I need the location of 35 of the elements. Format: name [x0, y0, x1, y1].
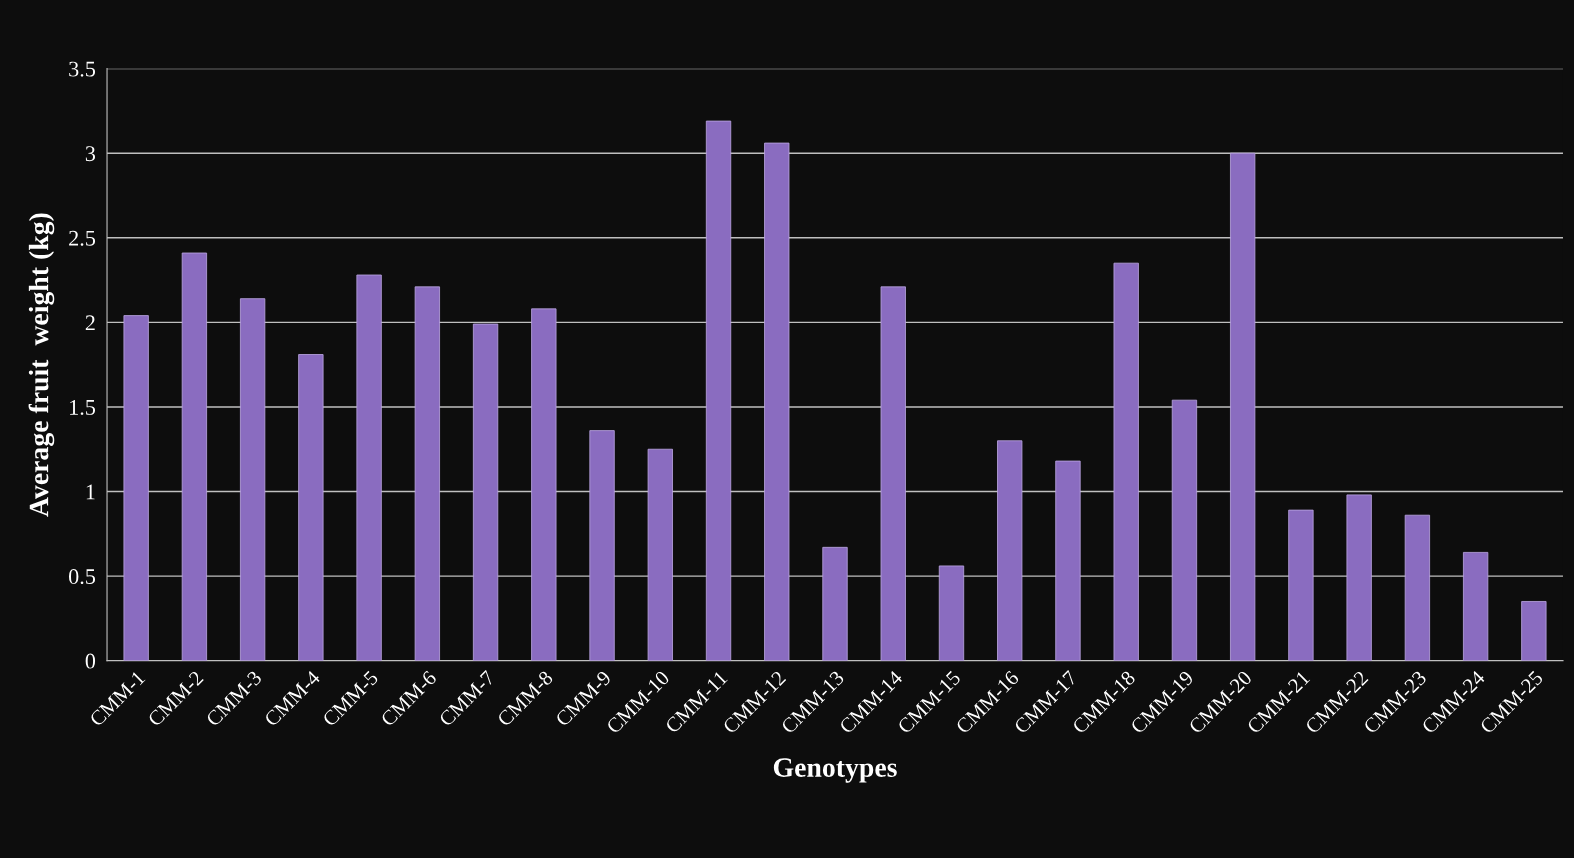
bar: [938, 565, 965, 661]
y-axis-title: Average fruit weight (kg): [28, 213, 55, 517]
bar: [356, 274, 382, 661]
bar: [1346, 494, 1372, 661]
bar: [1462, 551, 1489, 661]
bar: [239, 298, 266, 661]
bar: [123, 315, 149, 661]
bar: [1230, 152, 1256, 661]
y-tick-label: 0.5: [68, 569, 96, 585]
bar: [822, 546, 848, 661]
bar: [589, 430, 615, 661]
y-tick-label: 1: [86, 484, 95, 500]
bar: [1521, 601, 1547, 661]
bar: [298, 354, 324, 661]
bar: [647, 448, 673, 661]
x-axis-title: Genotypes: [773, 758, 897, 783]
bar: [880, 286, 906, 661]
bar: [1113, 262, 1139, 661]
y-tick-label: 2: [85, 315, 95, 331]
bar: [414, 286, 440, 661]
y-tick-label: 3.5: [69, 61, 96, 77]
y-tick-label: 1.5: [70, 399, 96, 415]
bar: [181, 252, 208, 661]
bar: [472, 323, 499, 661]
bar: [1288, 509, 1314, 661]
bar: [997, 440, 1023, 661]
bar: [764, 142, 790, 661]
bar: [1055, 460, 1081, 661]
bar: [1404, 514, 1431, 661]
y-tick-label: 0: [85, 653, 96, 669]
y-tick-label: 3: [85, 146, 96, 162]
y-tick-label: 2.5: [69, 230, 96, 246]
bar: [531, 308, 557, 661]
bar: [1171, 399, 1198, 661]
bar: [705, 120, 732, 661]
